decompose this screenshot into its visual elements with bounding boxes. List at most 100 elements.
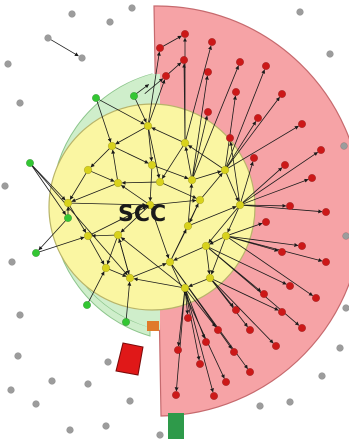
disconnected-node bbox=[340, 142, 348, 150]
edge-arrow bbox=[115, 127, 146, 145]
edges-group bbox=[31, 35, 323, 393]
edge-arrow bbox=[188, 144, 223, 169]
edge-arrow bbox=[161, 145, 184, 179]
out-node bbox=[245, 367, 255, 377]
edge-arrow bbox=[31, 165, 66, 215]
out-node bbox=[249, 153, 259, 163]
edge-arrow bbox=[185, 45, 212, 140]
edge-arrow bbox=[227, 125, 299, 169]
edge-arrow bbox=[98, 99, 145, 125]
scc-node bbox=[165, 257, 175, 267]
out-node bbox=[213, 325, 223, 335]
edge-arrow bbox=[118, 238, 130, 275]
edge-arrow bbox=[171, 203, 199, 259]
disconnected-node bbox=[66, 426, 74, 434]
edge-arrow bbox=[208, 207, 239, 244]
edge-arrow bbox=[213, 279, 279, 311]
disconnected-node bbox=[126, 397, 134, 405]
out-node bbox=[271, 341, 281, 351]
edge-arrow bbox=[150, 208, 170, 259]
edge-arrow bbox=[38, 220, 66, 251]
edge-arrow bbox=[91, 206, 147, 235]
out-node bbox=[235, 57, 245, 67]
scc-node bbox=[83, 231, 93, 241]
scc-label: SCC bbox=[118, 202, 166, 227]
edge-arrow bbox=[111, 149, 118, 180]
edge-arrow bbox=[209, 247, 287, 285]
out-node bbox=[277, 89, 287, 99]
edge-arrow bbox=[135, 99, 147, 123]
tube-link-box bbox=[147, 321, 159, 331]
out-node bbox=[307, 173, 317, 183]
scc-node bbox=[220, 165, 230, 175]
edge-arrow bbox=[226, 96, 280, 168]
out-node bbox=[285, 281, 295, 291]
edge-arrow bbox=[151, 127, 182, 142]
edge-arrow bbox=[148, 51, 161, 123]
edge-arrow bbox=[153, 198, 197, 206]
edge-arrow bbox=[133, 277, 182, 288]
scc-node bbox=[125, 273, 135, 283]
scc-node bbox=[221, 231, 231, 241]
disconnected-node bbox=[16, 311, 24, 319]
scc-node bbox=[183, 221, 193, 231]
scc-node bbox=[205, 273, 215, 283]
out-node bbox=[277, 307, 287, 317]
disconnected-node bbox=[156, 431, 164, 439]
in-node bbox=[121, 317, 131, 327]
edge-arrow bbox=[168, 62, 182, 74]
scc-node bbox=[235, 200, 245, 210]
edge-arrow bbox=[227, 208, 239, 233]
scc-node bbox=[155, 177, 165, 187]
disconnected-node bbox=[4, 60, 12, 68]
edge-arrow bbox=[185, 291, 214, 393]
edge-arrow bbox=[191, 206, 237, 226]
out-node bbox=[209, 391, 219, 401]
edge-arrow bbox=[184, 146, 192, 177]
out-node bbox=[316, 145, 326, 155]
disconnected-node bbox=[318, 372, 326, 380]
edge-arrow bbox=[182, 63, 187, 140]
edge-arrow bbox=[163, 183, 197, 199]
disconnected-node bbox=[8, 258, 16, 266]
disconnected-node bbox=[102, 422, 110, 430]
scc-node bbox=[195, 195, 205, 205]
out-node bbox=[321, 207, 331, 217]
edge-arrow bbox=[243, 178, 309, 205]
edge-arrow bbox=[226, 173, 239, 202]
out-node bbox=[297, 119, 307, 129]
disconnected-node bbox=[342, 232, 349, 240]
edge-arrow bbox=[242, 151, 318, 204]
edge-arrow bbox=[187, 183, 194, 223]
edge-arrow bbox=[71, 183, 115, 202]
out-node bbox=[261, 61, 271, 71]
edge-arrow bbox=[155, 165, 189, 180]
out-node bbox=[321, 257, 331, 267]
in-node bbox=[63, 213, 73, 223]
out-node bbox=[225, 133, 235, 143]
out-node bbox=[221, 377, 231, 387]
disconnected-node bbox=[1, 182, 9, 190]
disconnected-node bbox=[14, 352, 22, 360]
disconnected-node bbox=[7, 386, 15, 394]
out-node bbox=[261, 217, 271, 227]
disconnected-node bbox=[32, 400, 40, 408]
disconnected-node bbox=[106, 18, 114, 26]
edge-arrow bbox=[148, 79, 166, 123]
disconnected-node bbox=[336, 344, 344, 352]
nodes-group bbox=[1, 4, 349, 439]
edge-arrow bbox=[91, 233, 115, 238]
edge-arrow bbox=[109, 269, 127, 277]
edge-arrow bbox=[148, 168, 153, 202]
out-node bbox=[229, 347, 239, 357]
scc-node bbox=[113, 178, 123, 188]
out-node bbox=[280, 160, 290, 170]
edge-arrow bbox=[69, 205, 87, 233]
out-tendril-box bbox=[115, 342, 144, 376]
edge-arrow bbox=[91, 171, 115, 182]
scc-node bbox=[145, 200, 155, 210]
out-node bbox=[311, 293, 321, 303]
out-node bbox=[253, 113, 263, 123]
disconnected-node bbox=[68, 10, 76, 18]
